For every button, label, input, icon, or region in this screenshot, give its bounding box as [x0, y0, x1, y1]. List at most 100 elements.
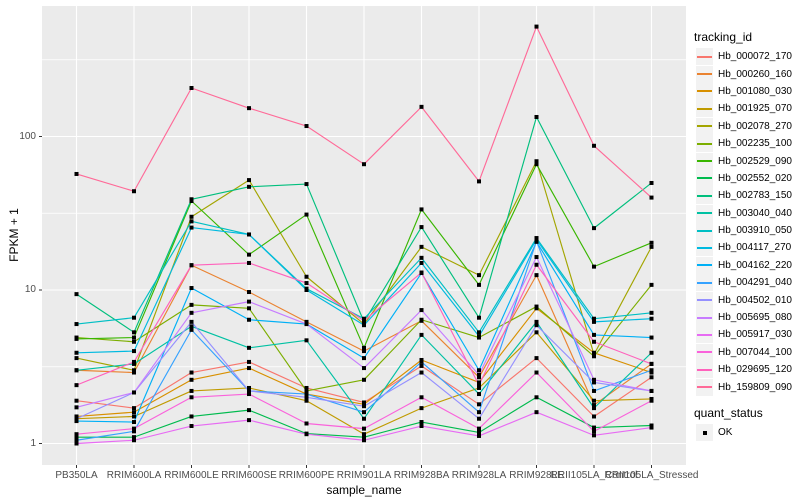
data-point [247, 366, 251, 371]
data-point [419, 370, 424, 375]
data-point [592, 354, 596, 359]
legend-item-label: Hb_007044_100 [718, 346, 792, 358]
data-point [362, 318, 366, 323]
legend-line-icon [697, 160, 712, 163]
data-point [649, 244, 654, 249]
data-point [419, 255, 424, 260]
x-tick-label: RRIM600LA [106, 470, 162, 481]
y-axis-title: FPKM + 1 [7, 208, 21, 262]
data-point [189, 324, 194, 329]
data-point [477, 375, 481, 380]
y-tick-label: 100 [19, 130, 36, 142]
data-point [132, 435, 136, 440]
data-point [304, 274, 309, 279]
data-point [592, 143, 596, 148]
data-point [477, 385, 481, 390]
legend-key-swatch [696, 117, 713, 135]
data-point [477, 410, 481, 415]
data-point [649, 195, 654, 200]
data-point [247, 317, 251, 322]
data-point [74, 171, 79, 176]
data-point [477, 334, 481, 339]
legend-key-swatch [696, 135, 713, 153]
legend-item-label: Hb_002529_090 [718, 155, 792, 167]
legend-line-icon [697, 246, 712, 249]
data-point [477, 380, 481, 385]
data-point [419, 424, 424, 429]
data-point [534, 159, 539, 164]
data-point [189, 85, 194, 90]
data-point [592, 264, 596, 269]
data-point [477, 402, 481, 407]
data-point [304, 182, 309, 187]
legend-item-quant-status: OK [694, 424, 800, 441]
data-point [534, 319, 539, 324]
data-point [247, 345, 251, 350]
legend-item-label: Hb_002078_270 [718, 120, 792, 132]
data-point [304, 288, 309, 292]
data-point [74, 438, 79, 443]
legend-item: Hb_003040_040 [694, 204, 800, 222]
legend-line-icon [697, 177, 712, 180]
data-point [592, 380, 596, 385]
data-point [132, 390, 136, 395]
filled-square-icon [702, 430, 707, 435]
data-point [419, 244, 424, 249]
data-point [74, 383, 79, 388]
data-point [189, 286, 194, 291]
data-point [132, 335, 136, 340]
data-point [189, 377, 194, 382]
data-point [132, 349, 136, 354]
legend-item-label: Hb_005695_080 [718, 312, 792, 324]
legend-key-swatch [696, 378, 713, 396]
data-point [592, 316, 596, 321]
legend-key-swatch [696, 187, 713, 205]
data-point [534, 162, 539, 167]
legend-item-label: Hb_002783_150 [718, 190, 792, 202]
legend-item: Hb_004117_270 [694, 239, 800, 257]
data-point [247, 418, 251, 423]
legend-line-icon [697, 90, 712, 93]
data-point [534, 323, 539, 328]
data-point [247, 408, 251, 413]
data-point [534, 239, 539, 244]
data-point [189, 388, 194, 393]
data-point [132, 438, 136, 443]
data-point [534, 370, 539, 375]
data-point [477, 273, 481, 278]
legend-item: Hb_000260_160 [694, 65, 800, 83]
data-point [74, 435, 79, 440]
y-tick-label: 10 [24, 284, 36, 295]
data-point [419, 270, 424, 275]
data-point [592, 377, 596, 382]
data-point [304, 212, 309, 217]
data-point [189, 424, 194, 429]
legend-item: Hb_002552_020 [694, 169, 800, 187]
data-point [592, 406, 596, 411]
data-point [534, 356, 539, 361]
data-point [649, 316, 654, 321]
data-point [419, 363, 424, 368]
data-point [477, 433, 481, 438]
x-tick-label: RRII105LA_Control [550, 470, 638, 481]
legend-key-swatch [696, 343, 713, 361]
data-point [189, 214, 194, 219]
data-point [649, 388, 654, 393]
legend-key-swatch [696, 222, 713, 240]
data-point [534, 395, 539, 400]
data-point [304, 319, 309, 324]
data-point [419, 406, 424, 411]
legend-item: Hb_002078_270 [694, 117, 800, 135]
data-point [419, 359, 424, 364]
legend-item: Hb_001925_070 [694, 100, 800, 118]
data-point [649, 180, 654, 185]
data-point [247, 385, 251, 390]
data-point [362, 349, 366, 354]
legend-item-label: Hb_002552_020 [718, 172, 792, 184]
legend-item-label: Hb_159809_090 [718, 381, 792, 393]
legend-item-label: Hb_004291_040 [718, 277, 792, 289]
data-point [132, 339, 136, 344]
data-point [132, 189, 136, 194]
data-point [247, 299, 251, 304]
legend-title-quant-status: quant_status [694, 405, 763, 420]
